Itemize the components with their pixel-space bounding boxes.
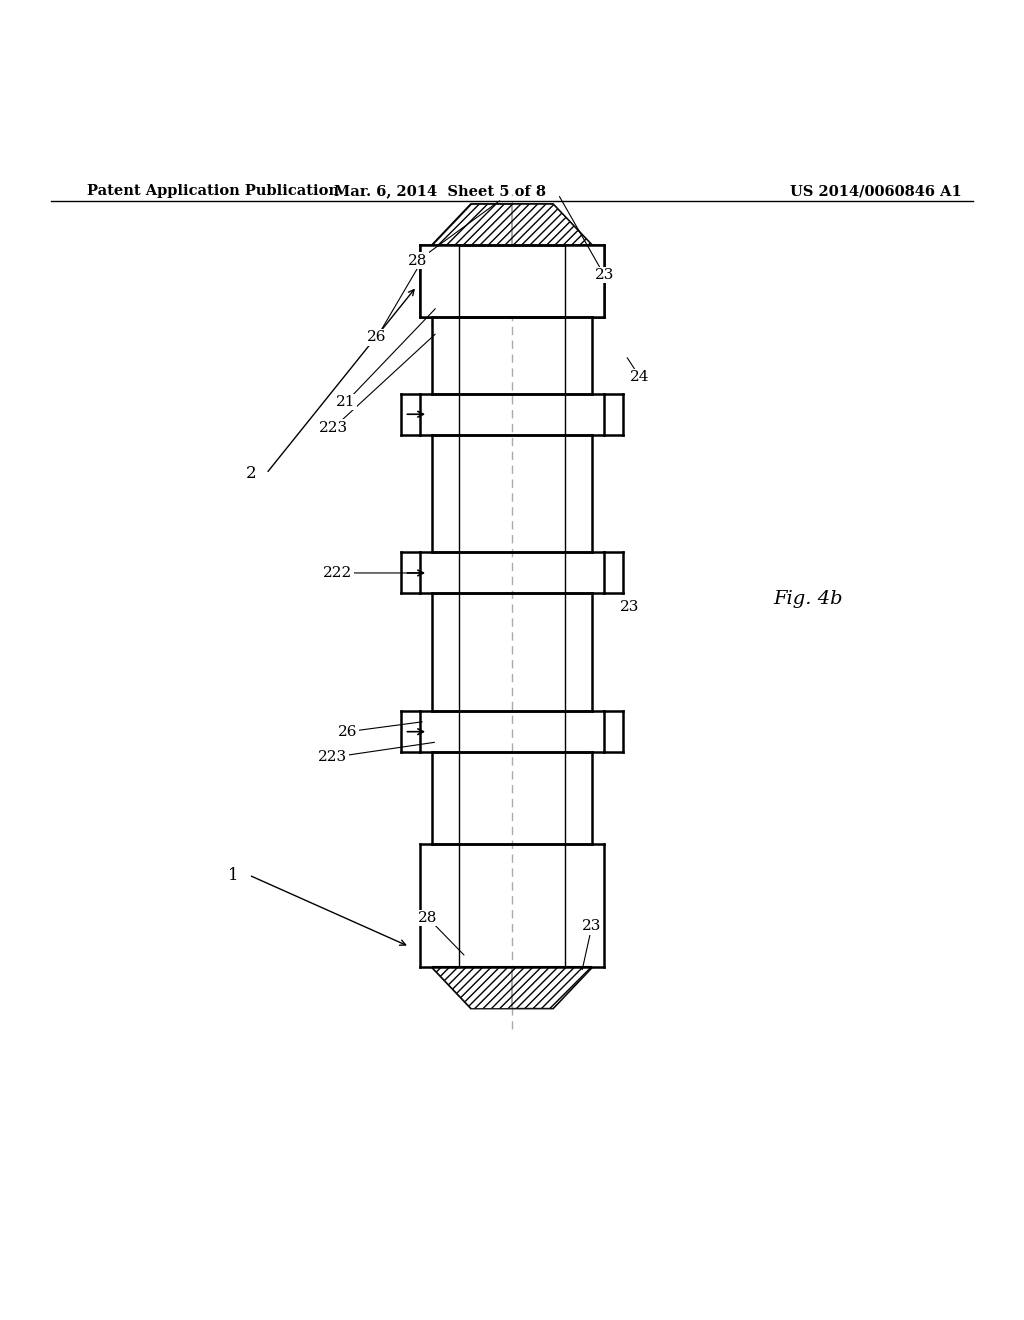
Polygon shape	[420, 845, 459, 968]
Text: 23: 23	[595, 268, 613, 282]
Polygon shape	[432, 317, 459, 393]
Text: Fig. 4b: Fig. 4b	[773, 590, 843, 607]
Text: 26: 26	[338, 725, 358, 739]
Polygon shape	[420, 553, 459, 594]
Text: 23: 23	[583, 919, 601, 933]
Polygon shape	[420, 711, 459, 752]
Polygon shape	[565, 752, 592, 845]
Polygon shape	[565, 845, 604, 968]
Text: 223: 223	[318, 750, 347, 764]
Polygon shape	[420, 393, 459, 434]
Polygon shape	[565, 434, 592, 553]
Text: 2: 2	[246, 465, 256, 482]
Text: Patent Application Publication: Patent Application Publication	[87, 183, 339, 198]
Polygon shape	[512, 205, 592, 246]
Text: 26: 26	[367, 330, 387, 345]
Polygon shape	[432, 594, 459, 711]
Polygon shape	[565, 553, 604, 594]
Polygon shape	[432, 205, 592, 246]
Text: US 2014/0060846 A1: US 2014/0060846 A1	[790, 183, 962, 198]
Polygon shape	[432, 968, 592, 1008]
Text: 28: 28	[409, 253, 427, 268]
Text: 24: 24	[630, 371, 650, 384]
Polygon shape	[565, 393, 604, 434]
Polygon shape	[565, 317, 592, 393]
Polygon shape	[565, 594, 592, 711]
Polygon shape	[432, 968, 512, 1008]
FancyBboxPatch shape	[420, 246, 604, 317]
Text: 23: 23	[621, 599, 639, 614]
Polygon shape	[565, 246, 604, 317]
Polygon shape	[432, 434, 459, 553]
Text: 28: 28	[419, 911, 437, 925]
Polygon shape	[432, 205, 512, 246]
Polygon shape	[565, 711, 604, 752]
Text: Mar. 6, 2014  Sheet 5 of 8: Mar. 6, 2014 Sheet 5 of 8	[334, 183, 547, 198]
Polygon shape	[432, 752, 459, 845]
Polygon shape	[512, 968, 592, 1008]
Text: 222: 222	[324, 566, 352, 579]
Text: 1: 1	[228, 866, 239, 883]
Text: 21: 21	[336, 395, 356, 409]
Polygon shape	[420, 246, 459, 317]
Text: 223: 223	[319, 421, 348, 434]
